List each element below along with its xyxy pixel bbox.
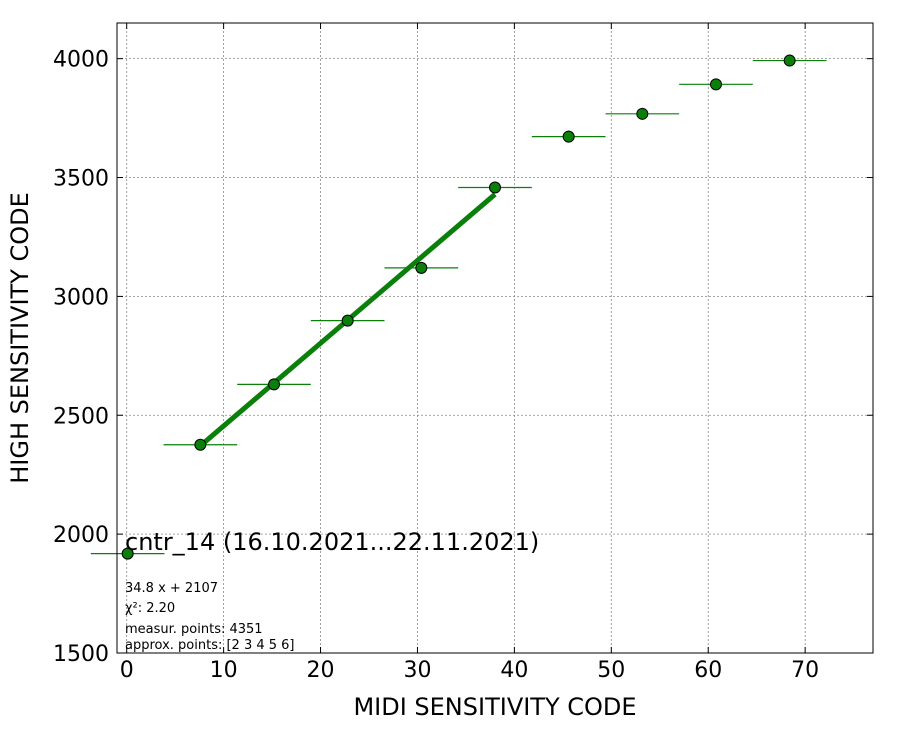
y-axis-label: HIGH SENSITIVITY CODE bbox=[6, 192, 34, 484]
x-tick-label: 40 bbox=[500, 658, 528, 683]
y-tick-label: 1500 bbox=[53, 642, 109, 667]
x-tick-label: 60 bbox=[694, 658, 722, 683]
x-tick-label: 50 bbox=[597, 658, 625, 683]
data-point bbox=[415, 261, 428, 274]
data-point bbox=[562, 130, 575, 143]
approx-points-label: approx. points: [2 3 4 5 6] bbox=[125, 638, 295, 653]
y-tick-label: 3000 bbox=[53, 285, 109, 310]
data-point bbox=[268, 378, 281, 391]
ticks: 0 10 20 30 40 50 60 70 1500 2000 2500 3000 3500 4000 bbox=[53, 23, 873, 683]
y-tick-label: 2500 bbox=[53, 404, 109, 429]
grid bbox=[117, 23, 873, 654]
data-layer bbox=[90, 54, 827, 560]
chi-square-label: χ²: 2.20 bbox=[125, 601, 175, 616]
data-point bbox=[121, 547, 134, 560]
x-axis-label: MIDI SENSITIVITY CODE bbox=[353, 693, 636, 721]
fit-equation-label: 34.8 x + 2107 bbox=[125, 581, 218, 596]
plot-frame bbox=[116, 22, 874, 654]
x-tick-label: 70 bbox=[791, 658, 819, 683]
data-point bbox=[709, 78, 722, 91]
data-point bbox=[194, 438, 207, 451]
x-tick-label: 20 bbox=[307, 658, 335, 683]
y-tick-label: 3500 bbox=[53, 167, 109, 192]
data-point bbox=[636, 107, 649, 120]
x-tick-label: 30 bbox=[403, 658, 431, 683]
data-point bbox=[341, 314, 354, 327]
y-tick-label: 4000 bbox=[53, 48, 109, 73]
chart-title: cntr_14 (16.10.2021...22.11.2021) bbox=[125, 528, 539, 556]
x-tick-label: 10 bbox=[210, 658, 238, 683]
data-point bbox=[489, 181, 501, 194]
x-tick-label: 0 bbox=[120, 658, 134, 683]
measured-points-label: measur. points: 4351 bbox=[125, 622, 263, 637]
data-point bbox=[783, 54, 796, 67]
y-tick-label: 2000 bbox=[53, 523, 109, 548]
